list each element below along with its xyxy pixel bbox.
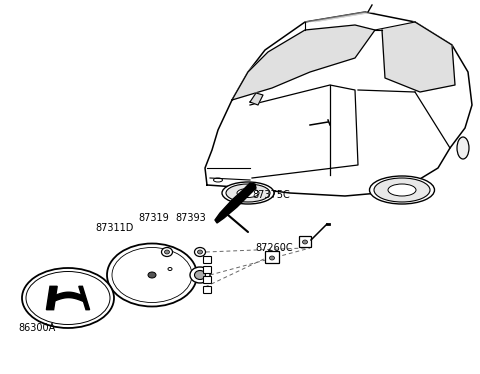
Polygon shape [250, 93, 263, 105]
Polygon shape [79, 286, 90, 310]
Ellipse shape [148, 272, 156, 278]
FancyBboxPatch shape [204, 276, 212, 283]
Ellipse shape [194, 270, 205, 279]
Polygon shape [382, 22, 455, 92]
Ellipse shape [457, 137, 469, 159]
Text: 87311D: 87311D [95, 223, 133, 233]
Ellipse shape [190, 267, 210, 283]
Polygon shape [215, 183, 256, 223]
Polygon shape [47, 286, 57, 310]
Ellipse shape [237, 188, 259, 197]
Ellipse shape [302, 240, 308, 244]
Text: 86300A: 86300A [18, 323, 55, 333]
Text: 87319: 87319 [138, 213, 169, 223]
Ellipse shape [374, 178, 430, 202]
Ellipse shape [194, 248, 205, 257]
Ellipse shape [269, 256, 275, 260]
Ellipse shape [165, 250, 169, 254]
Ellipse shape [226, 184, 270, 202]
Polygon shape [232, 25, 375, 100]
Text: 87393: 87393 [175, 213, 206, 223]
Ellipse shape [222, 182, 274, 204]
Ellipse shape [197, 250, 203, 254]
Ellipse shape [22, 268, 114, 328]
Ellipse shape [107, 243, 197, 307]
Text: 87260C: 87260C [255, 243, 293, 253]
FancyBboxPatch shape [204, 257, 212, 264]
FancyBboxPatch shape [300, 236, 312, 248]
Text: 87375C: 87375C [252, 190, 290, 200]
FancyBboxPatch shape [204, 286, 212, 294]
Ellipse shape [161, 248, 172, 257]
Polygon shape [205, 12, 472, 196]
Ellipse shape [388, 184, 416, 196]
FancyBboxPatch shape [204, 267, 212, 273]
FancyBboxPatch shape [265, 251, 279, 264]
Ellipse shape [370, 176, 434, 204]
